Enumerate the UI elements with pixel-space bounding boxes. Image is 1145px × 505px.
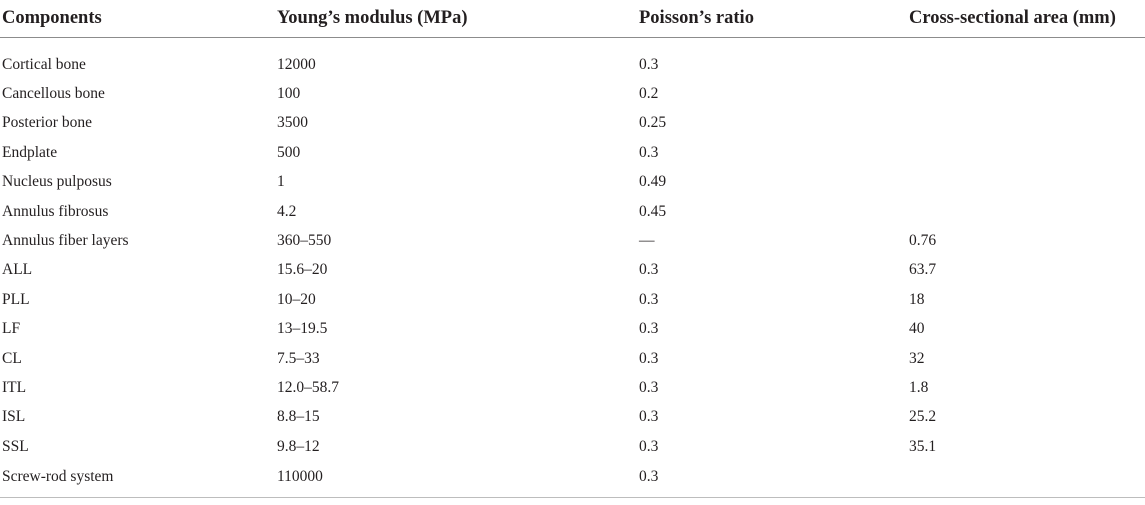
cell-component: Annulus fiber layers <box>2 232 129 250</box>
cell-poissons-ratio: 0.3 <box>639 143 659 161</box>
cell-poissons-ratio: 0.3 <box>639 261 659 279</box>
cell-component: Endplate <box>2 143 58 161</box>
cell-cross-sectional-area: 40 <box>909 320 925 338</box>
cell-poissons-ratio: 0.3 <box>639 349 659 367</box>
table-row: Nucleus pulposus 1 0.49 <box>0 168 1145 197</box>
table-body: Cortical bone 12000 0.3 Cancellous bone … <box>0 38 1145 499</box>
cell-cross-sectional-area: 1.8 <box>909 378 929 396</box>
table-row: CL 7.5–33 0.3 32 <box>0 344 1145 373</box>
cell-poissons-ratio: 0.45 <box>639 202 667 220</box>
table-header: Components Young’s modulus (MPa) Poisson… <box>0 0 1145 38</box>
cell-cross-sectional-area: 35.1 <box>909 437 937 455</box>
cell-cross-sectional-area <box>907 109 1145 138</box>
cell-cross-sectional-area: 25.2 <box>909 408 937 426</box>
cell-youngs-modulus: 10–20 <box>277 290 316 308</box>
cell-youngs-modulus: 12000 <box>277 55 316 73</box>
cell-component: ITL <box>2 378 27 396</box>
cell-component: Annulus fibrosus <box>2 202 109 220</box>
cell-poissons-ratio: 0.3 <box>637 461 907 499</box>
cell-cross-sectional-area <box>907 38 1145 80</box>
cell-poissons-ratio: 0.3 <box>639 55 659 73</box>
cell-poissons-ratio: 0.25 <box>639 114 667 132</box>
cell-poissons-ratio: 0.3 <box>639 290 659 308</box>
table-row: Posterior bone 3500 0.25 <box>0 109 1145 138</box>
cell-youngs-modulus: 3500 <box>277 114 308 132</box>
header-cross-sectional-area: Cross-sectional area (mm) <box>907 0 1145 38</box>
cell-component: Cancellous bone <box>2 85 105 103</box>
cell-cross-sectional-area <box>907 197 1145 226</box>
table-row: PLL 10–20 0.3 18 <box>0 285 1145 314</box>
cell-component: Nucleus pulposus <box>2 173 112 191</box>
header-poissons-ratio: Poisson’s ratio <box>637 0 907 38</box>
cell-poissons-ratio: 0.2 <box>639 85 659 103</box>
cell-component: PLL <box>2 290 30 308</box>
cell-youngs-modulus: 100 <box>277 85 301 103</box>
table-row: ALL 15.6–20 0.3 63.7 <box>0 256 1145 285</box>
cell-cross-sectional-area: 18 <box>909 290 925 308</box>
cell-poissons-ratio: 0.3 <box>639 320 659 338</box>
cell-youngs-modulus: 7.5–33 <box>277 349 320 367</box>
cell-poissons-ratio: 0.49 <box>639 173 667 191</box>
table-row: Screw-rod system 110000 0.3 <box>0 461 1145 499</box>
cell-component: SSL <box>2 437 29 455</box>
table-row: Cancellous bone 100 0.2 <box>0 79 1145 108</box>
cell-youngs-modulus: 4.2 <box>277 202 297 220</box>
cell-youngs-modulus: 9.8–12 <box>277 437 320 455</box>
table-row: Endplate 500 0.3 <box>0 138 1145 167</box>
cell-cross-sectional-area: 32 <box>909 349 925 367</box>
cell-cross-sectional-area <box>907 461 1145 499</box>
cell-cross-sectional-area <box>907 138 1145 167</box>
cell-poissons-ratio: 0.3 <box>639 378 659 396</box>
cell-component: ISL <box>2 408 26 426</box>
cell-youngs-modulus: 15.6–20 <box>277 261 328 279</box>
cell-component: LF <box>2 320 21 338</box>
cell-youngs-modulus: 110000 <box>275 461 637 499</box>
header-youngs-modulus: Young’s modulus (MPa) <box>275 0 637 38</box>
cell-component: CL <box>2 349 22 367</box>
cell-cross-sectional-area: 0.76 <box>909 232 937 250</box>
cell-component: Cortical bone <box>2 55 86 73</box>
cell-cross-sectional-area: 63.7 <box>909 261 937 279</box>
header-row: Components Young’s modulus (MPa) Poisson… <box>0 0 1145 38</box>
table-row: ISL 8.8–15 0.3 25.2 <box>0 403 1145 432</box>
cell-component: Screw-rod system <box>0 461 275 499</box>
cell-component: ALL <box>2 261 33 279</box>
header-components: Components <box>0 0 275 38</box>
table-row: Annulus fiber layers 360–550 — 0.76 <box>0 226 1145 255</box>
cell-youngs-modulus: 8.8–15 <box>277 408 320 426</box>
table-row: Cortical bone 12000 0.3 <box>0 38 1145 80</box>
cell-poissons-ratio: 0.3 <box>639 408 659 426</box>
cell-poissons-ratio: — <box>639 232 655 250</box>
cell-youngs-modulus: 12.0–58.7 <box>277 378 339 396</box>
cell-youngs-modulus: 13–19.5 <box>277 320 328 338</box>
table-row: Annulus fibrosus 4.2 0.45 <box>0 197 1145 226</box>
cell-youngs-modulus: 500 <box>277 143 301 161</box>
table-row: ITL 12.0–58.7 0.3 1.8 <box>0 373 1145 402</box>
cell-youngs-modulus: 1 <box>277 173 285 191</box>
cell-poissons-ratio: 0.3 <box>639 437 659 455</box>
cell-cross-sectional-area <box>907 79 1145 108</box>
table-row: SSL 9.8–12 0.3 35.1 <box>0 432 1145 461</box>
cell-component: Posterior bone <box>2 114 92 132</box>
table-row: LF 13–19.5 0.3 40 <box>0 315 1145 344</box>
cell-cross-sectional-area <box>907 168 1145 197</box>
cell-youngs-modulus: 360–550 <box>277 232 332 250</box>
